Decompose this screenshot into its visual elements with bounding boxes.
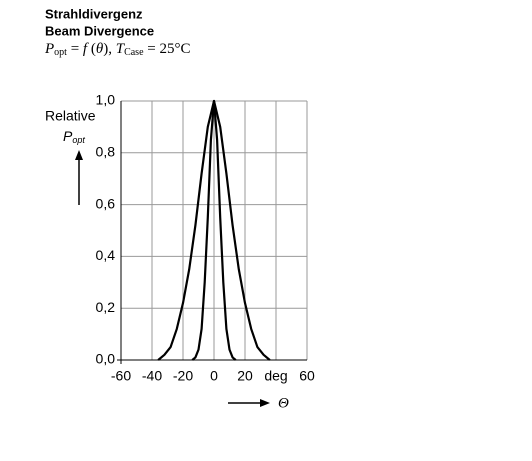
y-tick-label: 0,2 — [96, 299, 116, 315]
subtitle-part: P — [44, 41, 54, 57]
y-axis-label: Relative — [45, 108, 96, 124]
subtitle-part: f — [83, 41, 89, 57]
y-axis-label-part: opt — [72, 135, 85, 145]
x-tick-label: -20 — [173, 368, 193, 384]
chart-title: Beam Divergence — [45, 23, 154, 38]
chart-subtitle: Popt = f (θ), TCase = 25°C — [44, 41, 190, 58]
x-axis-label: Θ — [278, 395, 289, 411]
x-tick-label: deg — [264, 368, 287, 384]
subtitle-part: = 25°C — [144, 41, 191, 57]
y-tick-label: 1,0 — [96, 92, 116, 108]
subtitle-part: opt — [54, 47, 67, 58]
data-line — [191, 99, 237, 361]
y-tick-label: 0,0 — [96, 351, 116, 367]
subtitle-part: θ — [96, 41, 104, 57]
x-tick-label: 20 — [237, 368, 253, 384]
chart-title: Strahldivergenz — [45, 6, 143, 21]
x-tick-label: 0 — [210, 368, 218, 384]
x-tick-label: 60 — [299, 368, 315, 384]
x-tick-label: -60 — [111, 368, 131, 384]
y-tick-label: 0,8 — [96, 144, 116, 160]
x-tick-label: -40 — [142, 368, 162, 384]
y-axis-label: Popt — [63, 128, 85, 146]
y-arrow-head — [75, 150, 83, 160]
y-tick-label: 0,4 — [96, 247, 116, 263]
y-tick-label: 0,6 — [96, 195, 116, 211]
x-arrow-head — [260, 399, 270, 407]
subtitle-part: ), — [103, 41, 116, 57]
y-axis-label-part: P — [63, 128, 73, 144]
subtitle-part: Case — [124, 47, 144, 58]
subtitle-part: T — [116, 41, 126, 57]
subtitle-part: = — [67, 41, 83, 57]
subtitle-part: ( — [87, 41, 96, 57]
